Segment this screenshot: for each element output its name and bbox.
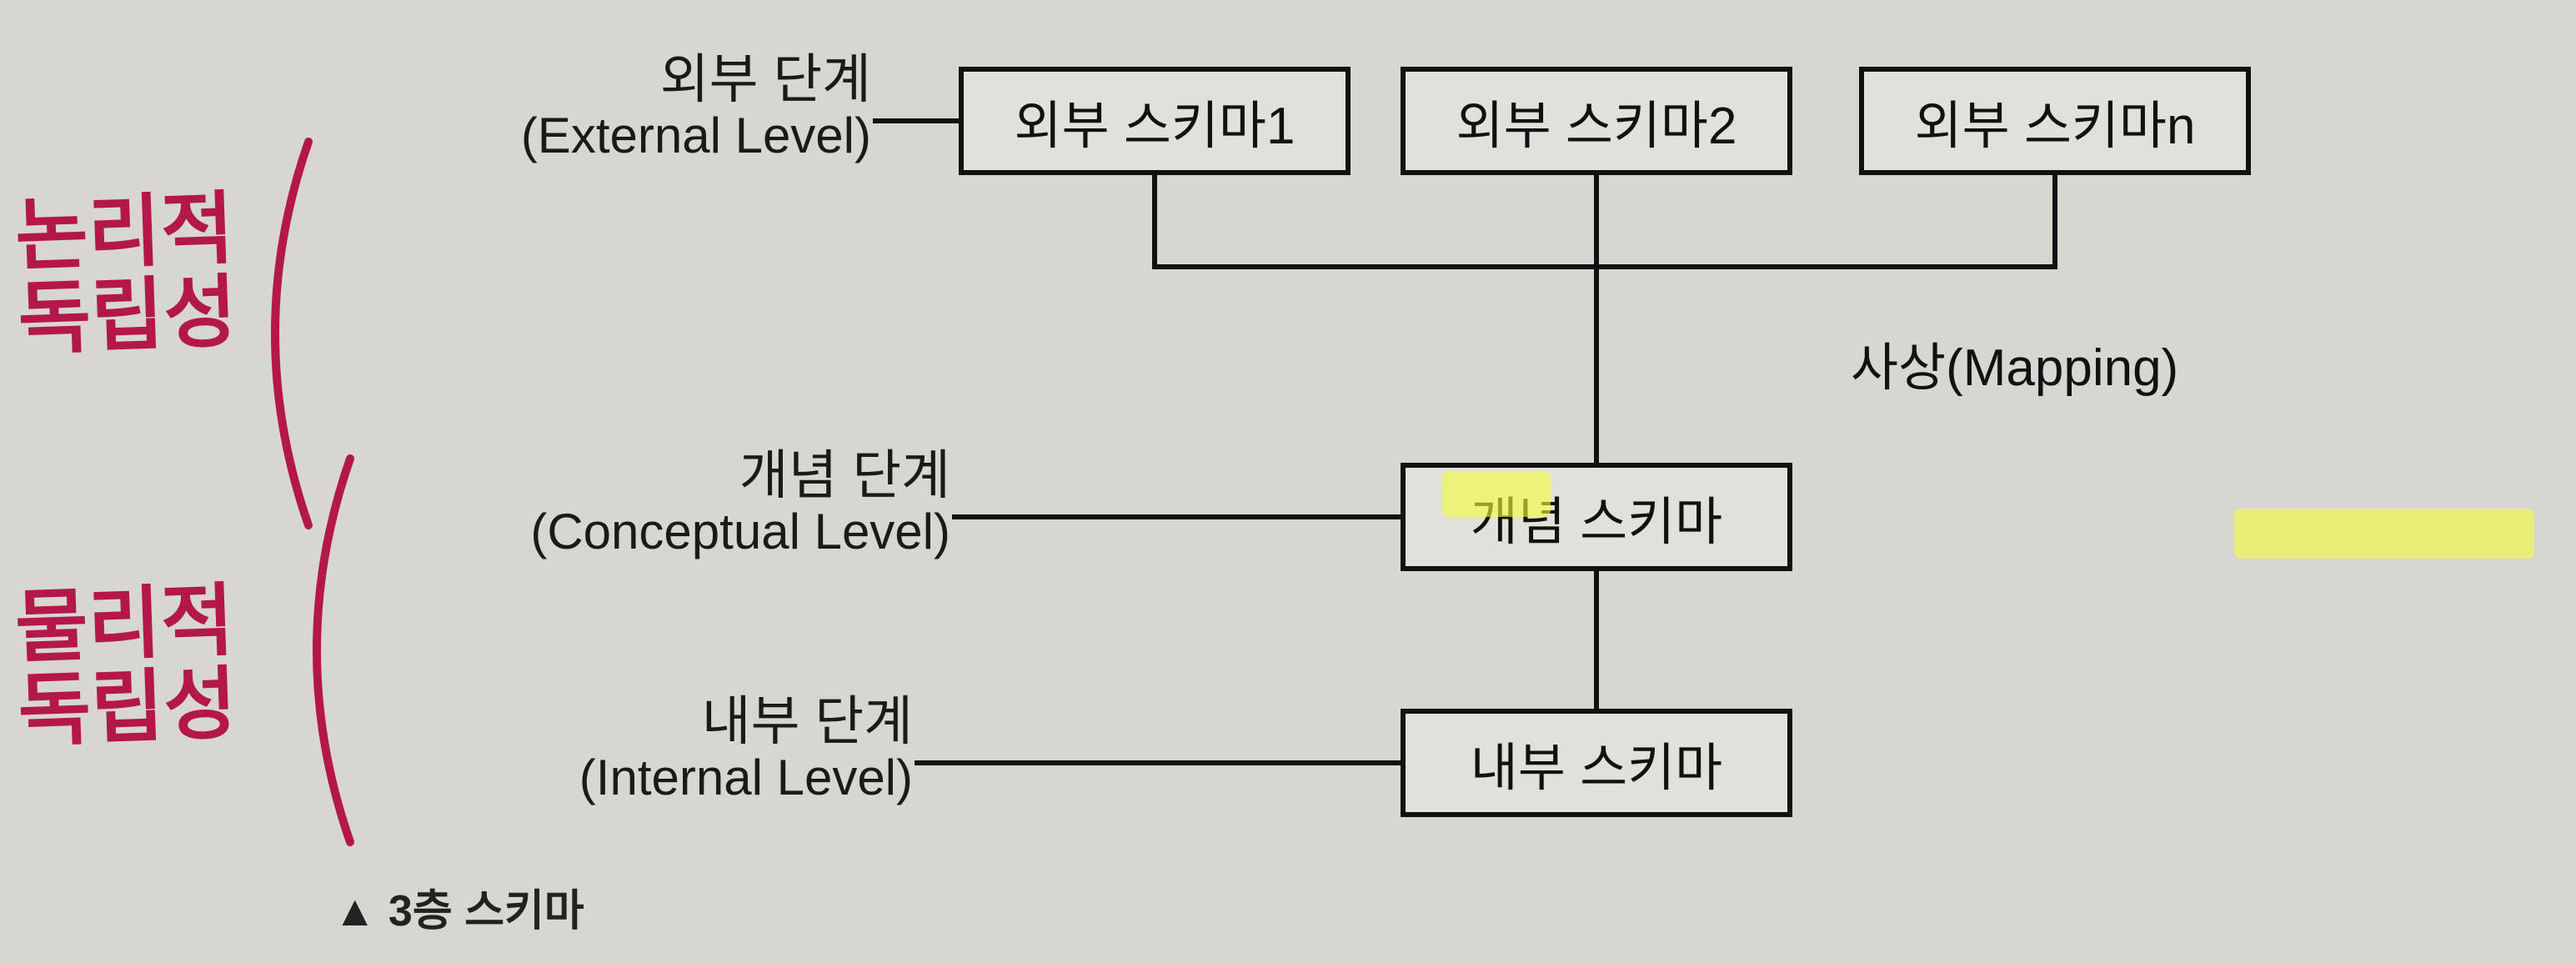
schema-internal-label: 내부 스키마 bbox=[1471, 725, 1722, 800]
figure-caption: ▲ 3층 스키마 bbox=[333, 875, 584, 938]
highlight-conceptual-box bbox=[1442, 471, 1551, 517]
schema-ext2-label: 외부 스키마2 bbox=[1456, 83, 1737, 158]
handwriting-physical-line2: 독립성 bbox=[17, 663, 238, 754]
level-external-en: (External Level) bbox=[0, 108, 871, 163]
level-external-ko: 외부 단계 bbox=[0, 50, 871, 108]
level-external-label: 외부 단계 (External Level) bbox=[0, 50, 871, 163]
handwriting-physical: 물리적 독립성 bbox=[14, 579, 238, 754]
level-conceptual-label: 개념 단계 (Conceptual Level) bbox=[0, 446, 950, 559]
schema-extn-box: 외부 스키마n bbox=[1859, 67, 2251, 175]
schema-extn-label: 외부 스키마n bbox=[1915, 83, 2196, 158]
schema-ext2-box: 외부 스키마2 bbox=[1401, 67, 1792, 175]
level-internal-en: (Internal Level) bbox=[0, 750, 913, 805]
handwriting-logical: 논리적 독립성 bbox=[14, 188, 238, 362]
level-conceptual-en: (Conceptual Level) bbox=[0, 504, 950, 559]
highlight-right-margin bbox=[2234, 509, 2534, 559]
handwriting-physical-line1: 물리적 bbox=[14, 579, 236, 670]
schema-internal-box: 내부 스키마 bbox=[1401, 709, 1792, 817]
handwriting-logical-line1: 논리적 bbox=[14, 188, 236, 278]
schema-ext1-label: 외부 스키마1 bbox=[1015, 83, 1296, 158]
level-conceptual-ko: 개념 단계 bbox=[0, 446, 950, 504]
mapping-label: 사상(Mapping) bbox=[1851, 325, 2178, 400]
handwriting-logical-line2: 독립성 bbox=[17, 271, 238, 362]
schema-ext1-box: 외부 스키마1 bbox=[959, 67, 1351, 175]
